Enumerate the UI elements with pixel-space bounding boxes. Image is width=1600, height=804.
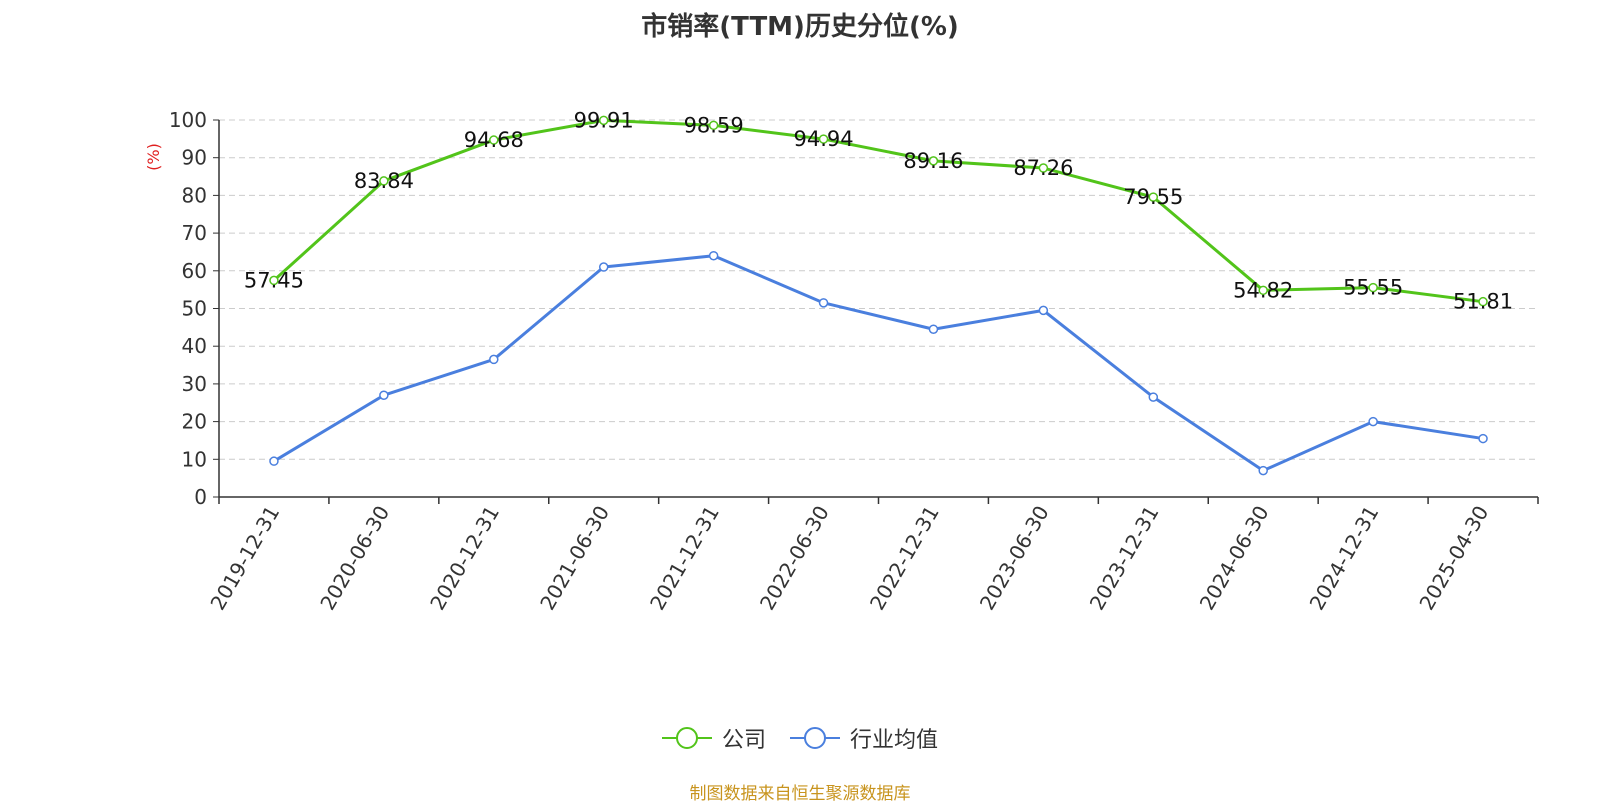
x-tick-label: 2020-06-30: [315, 502, 394, 615]
x-tick-label: 2025-04-30: [1414, 502, 1493, 615]
y-tick-label: 20: [182, 410, 207, 434]
x-tick-label: 2024-12-31: [1305, 502, 1384, 615]
x-tick-label: 2021-06-30: [535, 502, 614, 615]
data-point: [1038, 305, 1049, 316]
data-point: [708, 120, 719, 131]
data-label: 55.55: [1343, 276, 1403, 300]
data-label: 79.55: [1123, 185, 1183, 209]
y-tick-label: 90: [182, 146, 207, 170]
data-label: 99.91: [574, 108, 634, 132]
data-point: [1148, 392, 1159, 402]
series-line: [273, 254, 1484, 473]
data-point: [818, 134, 829, 144]
data-point: [1368, 282, 1378, 293]
legend-item[interactable]: 公司: [661, 722, 766, 754]
data-label: 94.68: [464, 128, 524, 152]
data-label: 98.59: [684, 113, 744, 137]
chart-title: 市销率(TTM)历史分位(%): [641, 12, 959, 42]
series-0: 57.45 83.84 94.68 99.91 98.59 94.94 89.16 87.26…: [244, 108, 1513, 313]
y-tick-label: 10: [182, 447, 207, 471]
y-tick-label: 70: [182, 221, 207, 245]
data-label: 89.16: [903, 149, 963, 173]
data-point: [598, 262, 609, 272]
legend-marker-icon: [661, 727, 712, 749]
y-axis-label: (%): [144, 143, 163, 171]
data-point: [1258, 285, 1268, 296]
x-tick-label: 2020-12-31: [425, 501, 504, 614]
data-label: 83.84: [354, 169, 414, 193]
series-line: [272, 118, 1484, 304]
legend: 公司 行业均值: [0, 722, 1600, 754]
data-point: [1038, 163, 1049, 173]
data-point: [818, 298, 829, 308]
x-tick-label: 2019-12-31: [205, 502, 284, 615]
legend-label: 行业均值: [850, 728, 939, 753]
data-point: [269, 275, 279, 286]
data-point: [379, 176, 389, 186]
data-point: [1368, 416, 1378, 427]
x-tick-label: 2023-06-30: [975, 502, 1054, 615]
data-label: 87.26: [1013, 156, 1073, 180]
data-point: [928, 156, 939, 166]
data-point: [379, 390, 389, 400]
data-point: [489, 354, 499, 365]
y-tick-label: 50: [182, 297, 207, 321]
data-point: [269, 456, 279, 466]
x-tick-label: 2022-06-30: [755, 502, 834, 615]
data-point: [598, 115, 609, 126]
data-point: [489, 135, 499, 145]
y-tick-label: 100: [169, 108, 207, 132]
data-point: [1148, 192, 1159, 202]
series-1: [269, 250, 1488, 476]
data-label: 54.82: [1233, 278, 1293, 302]
legend-item[interactable]: 行业均值: [790, 722, 938, 754]
data-label: 57.45: [244, 268, 304, 292]
data-label: 94.94: [793, 127, 853, 151]
y-tick-label: 80: [182, 183, 207, 207]
data-label: 51.81: [1453, 290, 1513, 314]
data-point: [708, 250, 719, 261]
data-point: [1258, 465, 1268, 476]
data-source-note: 制图数据来自恒生聚源数据库: [689, 784, 911, 804]
data-point: [1478, 433, 1488, 444]
line-chart: 0 10 20 30 40 50 60 70 80 90 100 2019-12-31 2020-06-…: [144, 108, 1539, 615]
y-tick-label: 40: [182, 334, 207, 358]
x-tick-label: 2023-12-31: [1085, 502, 1164, 615]
legend-marker-icon: [790, 727, 840, 749]
y-tick-label: 0: [194, 485, 207, 509]
data-point: [928, 324, 939, 334]
x-tick-label: 2022-12-31: [865, 501, 944, 614]
data-point: [1478, 296, 1488, 307]
x-tick-label: 2024-06-30: [1195, 502, 1274, 615]
series: 57.45 83.84 94.68 99.91 98.59 94.94 89.16 87.26…: [244, 108, 1513, 476]
y-tick-label: 60: [182, 259, 207, 283]
y-tick-label: 30: [182, 372, 207, 396]
legend-label: 公司: [721, 728, 766, 753]
x-tick-label: 2021-12-31: [645, 502, 724, 615]
